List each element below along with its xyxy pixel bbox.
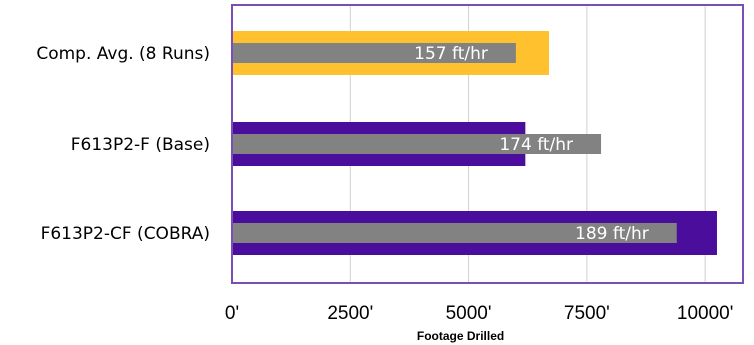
data-label-0: 157 ft/hr: [414, 44, 488, 64]
data-labels: 157 ft/hr 174 ft/hr 189 ft/hr: [414, 44, 649, 244]
x-tick-labels: 0' 2500' 5000' 7500' 10000': [225, 303, 733, 324]
bars: [232, 31, 717, 255]
bar-rate-2: [232, 223, 677, 243]
x-tick-label-1: 2500': [327, 303, 373, 324]
category-label-1: F613P2-F (Base): [71, 135, 210, 155]
x-axis-title: Footage Drilled: [417, 329, 504, 343]
x-tick-label-4: 10000': [677, 303, 733, 324]
data-label-1: 174 ft/hr: [499, 135, 573, 155]
category-labels: Comp. Avg. (8 Runs) F613P2-F (Base) F613P2…: [36, 44, 210, 244]
x-tick-label-2: 5000': [446, 303, 492, 324]
category-label-0: Comp. Avg. (8 Runs): [36, 44, 210, 64]
bar-rate-0: [232, 43, 516, 63]
x-tick-label-0: 0': [225, 303, 239, 324]
data-label-2: 189 ft/hr: [575, 224, 649, 244]
plot-frame: [231, 4, 744, 284]
category-label-2: F613P2-CF (COBRA): [41, 224, 210, 244]
bar-rate-1: [232, 134, 602, 154]
x-tick-label-3: 7500': [564, 303, 610, 324]
